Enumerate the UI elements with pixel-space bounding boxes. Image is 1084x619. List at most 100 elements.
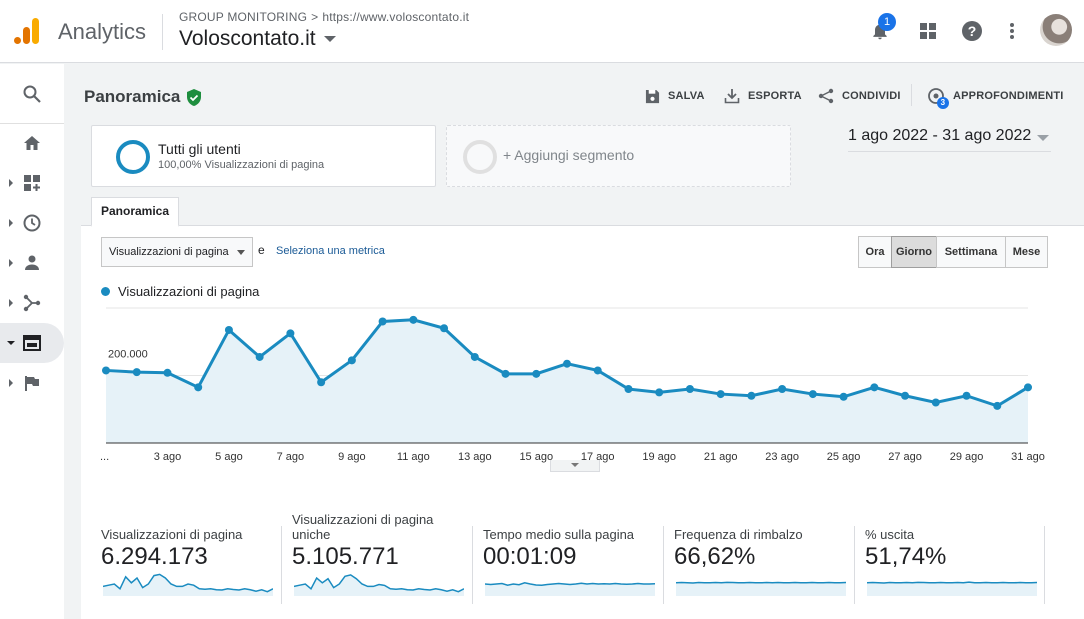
data-point[interactable] (993, 401, 1002, 410)
data-point[interactable] (962, 391, 971, 400)
insights-label: APPROFONDIMENTI (953, 90, 1064, 102)
data-point[interactable] (624, 385, 633, 393)
data-point[interactable] (440, 324, 449, 333)
y-tick-label: 200.000 (108, 349, 148, 361)
expand-arrow-icon (9, 299, 13, 307)
analytics-logo-icon[interactable] (12, 16, 42, 46)
metric-select-value: Visualizzazioni di pagina (109, 246, 229, 258)
property-selector[interactable]: Voloscontato.it (179, 27, 336, 51)
data-point[interactable] (163, 368, 172, 377)
sidebar-item-home[interactable] (0, 123, 64, 163)
data-point[interactable] (1024, 383, 1032, 392)
metric-select[interactable]: Visualizzazioni di pagina (101, 237, 253, 267)
share-button[interactable]: CONDIVIDI (818, 86, 901, 106)
expand-chart-button[interactable] (550, 460, 600, 472)
data-point[interactable] (409, 315, 418, 324)
sparkline-area (294, 574, 464, 596)
stat-pageviews[interactable]: Visualizzazioni di pagina 6.294.173 (101, 510, 281, 604)
data-point[interactable] (839, 392, 848, 401)
sidebar-item-realtime[interactable] (0, 203, 64, 243)
data-point[interactable] (255, 352, 264, 361)
legend-label: Visualizzazioni di pagina (118, 284, 260, 299)
data-point[interactable] (901, 391, 910, 400)
stat-unique-pageviews[interactable]: Visualizzazioni di pagina uniche 5.105.7… (292, 510, 472, 604)
sidebar-item-conversions[interactable] (0, 363, 64, 403)
app-name: Analytics (58, 19, 147, 44)
data-point[interactable] (224, 325, 233, 334)
data-point[interactable] (532, 369, 541, 378)
breadcrumb-account[interactable]: GROUP MONITORING (179, 10, 308, 24)
data-point[interactable] (470, 352, 479, 361)
share-icon (818, 88, 834, 104)
breadcrumb[interactable]: GROUP MONITORING > https://www.voloscontat… (179, 10, 469, 24)
data-point[interactable] (132, 368, 141, 377)
data-point[interactable] (685, 385, 694, 393)
insights-button[interactable]: 3 APPROFONDIMENTI (927, 86, 1064, 109)
stat-exit-rate[interactable]: % uscita 51,74% (865, 510, 1045, 604)
verified-shield-icon (187, 88, 202, 106)
breadcrumb-url[interactable]: https://www.voloscontato.it (322, 10, 470, 24)
x-tick-label: 7 ago (277, 451, 305, 463)
help-button[interactable]: ? (959, 18, 985, 44)
data-point[interactable] (563, 359, 571, 368)
save-button[interactable]: SALVA (645, 86, 705, 106)
notifications-button[interactable]: 1 (867, 13, 896, 44)
add-segment-label: + Aggiungi segmento (503, 147, 635, 163)
expand-arrow-icon (9, 259, 13, 267)
property-name: Voloscontato.it (179, 27, 316, 50)
data-point[interactable] (102, 366, 110, 375)
data-point[interactable] (501, 369, 510, 378)
sidebar-item-customization[interactable] (0, 163, 64, 203)
chart-legend[interactable]: Visualizzazioni di pagina (101, 284, 259, 299)
data-point[interactable] (808, 390, 817, 399)
export-button[interactable]: ESPORTA (724, 86, 802, 106)
sidebar-item-audience[interactable] (0, 243, 64, 283)
data-point[interactable] (347, 356, 356, 365)
stat-divider (854, 526, 855, 604)
sidebar-item-behavior[interactable] (0, 323, 64, 363)
granularity-week-button[interactable]: Settimana (936, 236, 1006, 268)
sparkline-area (103, 574, 273, 596)
behavior-icon (23, 335, 41, 351)
sparkline (485, 582, 655, 596)
select-metric-link[interactable]: Seleziona una metrica (276, 245, 385, 257)
granularity-hour-button[interactable]: Ora (858, 236, 892, 268)
date-range-picker[interactable]: 1 ago 2022 - 31 ago 2022 (848, 127, 1051, 152)
caret-down-icon (1037, 135, 1049, 141)
data-point[interactable] (716, 390, 725, 399)
data-point[interactable] (655, 388, 664, 397)
stat-value: 6.294.173 (101, 543, 208, 570)
save-icon (645, 89, 660, 103)
data-point[interactable] (378, 317, 387, 326)
segment-title: Tutti gli utenti (158, 141, 241, 157)
expand-arrow-icon (9, 179, 13, 187)
page-title-text: Panoramica (84, 87, 181, 106)
x-tick-label: 5 ago (215, 451, 243, 463)
data-point[interactable] (317, 378, 326, 387)
export-label: ESPORTA (748, 90, 802, 102)
overview-panel: Visualizzazioni di pagina e Seleziona un… (81, 225, 1084, 619)
data-point[interactable] (747, 391, 756, 400)
header-divider (162, 14, 163, 50)
data-point[interactable] (593, 366, 602, 375)
data-point[interactable] (931, 398, 940, 407)
apps-button[interactable] (915, 18, 941, 44)
stat-bounce-rate[interactable]: Frequenza di rimbalzo 66,62% (674, 510, 854, 604)
stat-avg-time[interactable]: Tempo medio sulla pagina 00:01:09 (483, 510, 663, 604)
sidebar-item-acquisition[interactable] (0, 283, 64, 323)
more-button[interactable] (999, 18, 1025, 44)
stat-value: 5.105.771 (292, 543, 399, 570)
granularity-month-button[interactable]: Mese (1005, 236, 1048, 268)
avatar[interactable] (1040, 14, 1072, 46)
data-point[interactable] (194, 383, 203, 392)
granularity-day-button[interactable]: Giorno (891, 236, 937, 268)
data-point[interactable] (778, 385, 787, 393)
x-tick-label: 31 ago (1011, 451, 1045, 463)
add-segment-button[interactable]: + Aggiungi segmento (446, 125, 791, 187)
segment-all-users[interactable]: Tutti gli utenti 100,00% Visualizzazioni… (91, 125, 436, 187)
sidebar-item-search[interactable] (0, 74, 64, 114)
tab-overview[interactable]: Panoramica (91, 197, 180, 227)
data-point[interactable] (870, 383, 879, 392)
data-point[interactable] (286, 329, 295, 338)
